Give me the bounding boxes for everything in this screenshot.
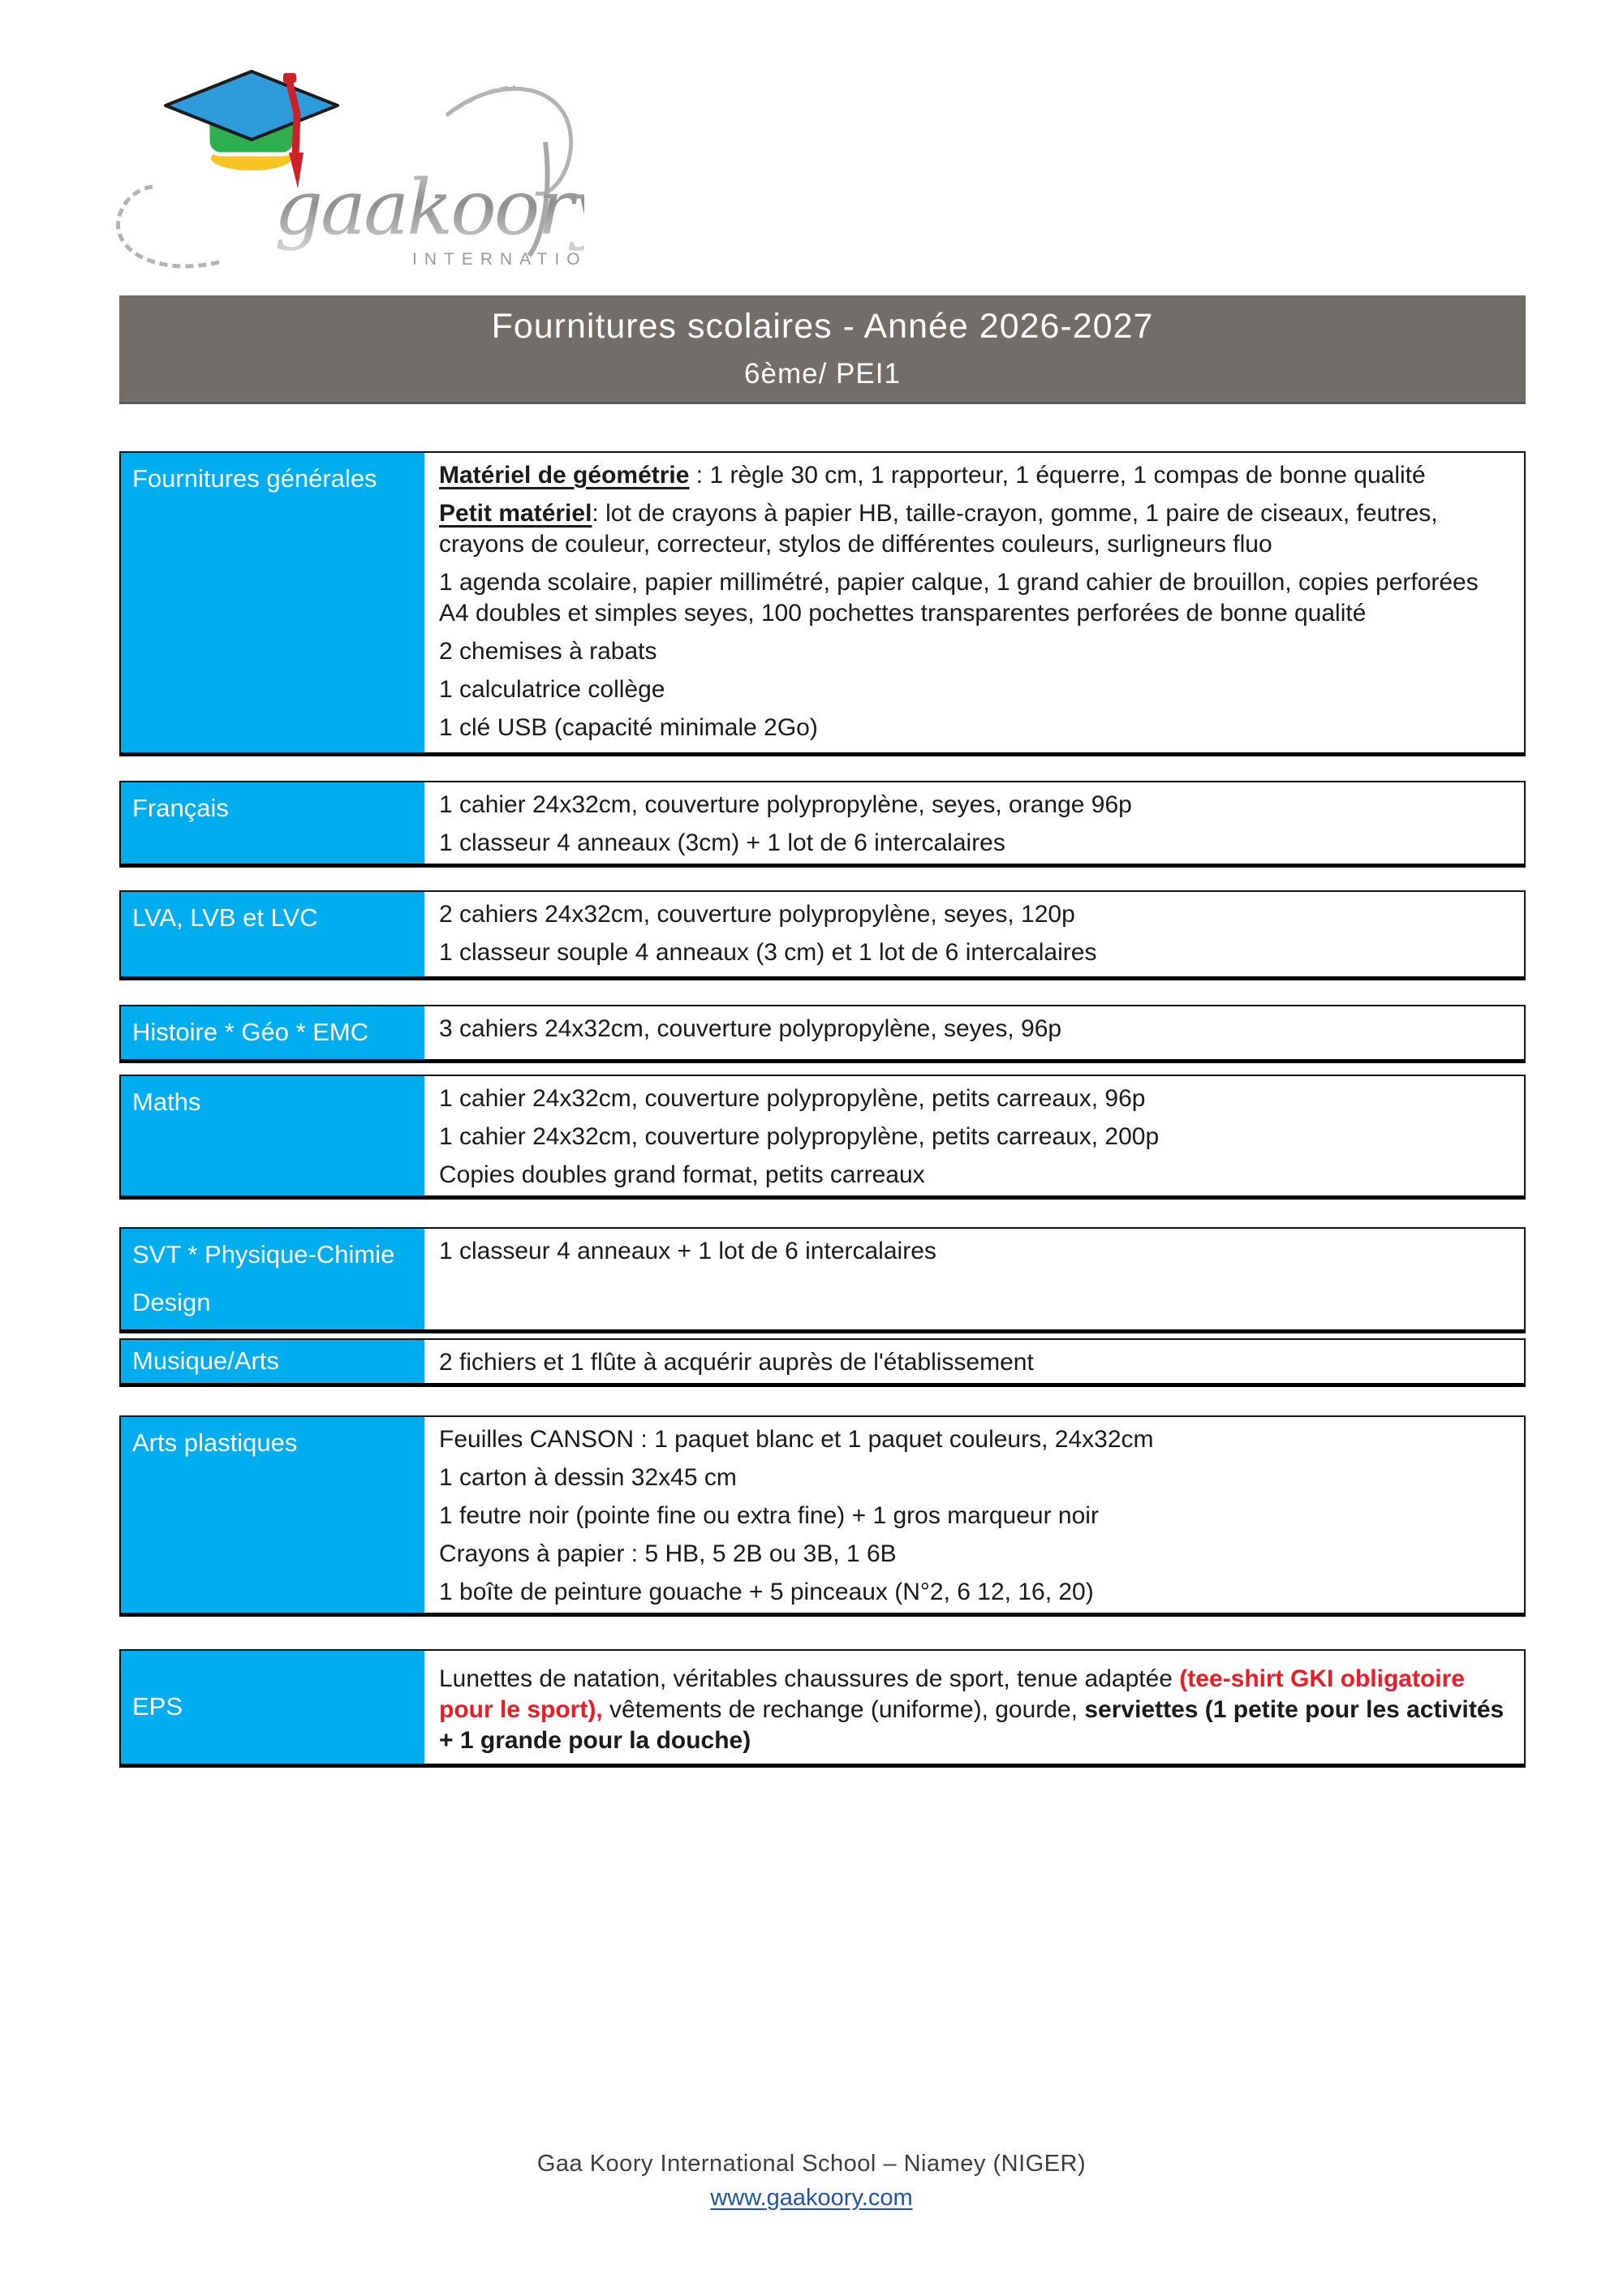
logo-tagline-text: INTERNATIONAL <box>412 250 584 269</box>
category-cell: Histoire * Géo * EMC <box>121 1006 424 1059</box>
content-cell: 1 cahier 24x32cm, couverture polypropylè… <box>424 782 1524 864</box>
category-cell: Fournitures générales <box>121 453 424 752</box>
supply-item: 2 cahiers 24x32cm, couverture polypropyl… <box>439 901 1075 928</box>
eps-text-normal: Lunettes de natation, véritables chaussu… <box>439 1665 1180 1692</box>
supply-item: 2 chemises à rabats <box>439 638 657 665</box>
supply-item: Matériel de géométrie : 1 règle 30 cm, 1… <box>439 460 1509 491</box>
content-cell: Feuilles CANSON : 1 paquet blanc et 1 pa… <box>424 1417 1524 1613</box>
category-label: Fournitures générales <box>132 464 377 493</box>
graduation-cap-icon <box>164 70 339 188</box>
section-maths: Maths 1 cahier 24x32cm, couverture polyp… <box>119 1075 1526 1200</box>
logo-graphic: gaakoory INTERNATIONAL <box>116 70 635 269</box>
supply-item: 1 cahier 24x32cm, couverture polypropylè… <box>439 1085 1146 1112</box>
supply-item: 1 clé USB (capacité minimale 2Go) <box>439 714 818 741</box>
eps-text-normal: vêtements de rechange (uniforme), gourde… <box>602 1696 1085 1723</box>
website-link[interactable]: www.gaakoory.com <box>710 2185 913 2211</box>
category-label: Maths <box>132 1088 201 1116</box>
supply-item: Crayons à papier : 5 HB, 5 2B ou 3B, 1 6… <box>439 1540 897 1567</box>
category-cell: EPS <box>121 1651 424 1764</box>
category-label: LVA, LVB et LVC <box>132 903 318 932</box>
category-cell: Musique/Arts <box>121 1340 424 1383</box>
supply-item: Lunettes de natation, véritables chaussu… <box>439 1664 1509 1756</box>
supply-item: 1 classeur 4 anneaux + 1 lot de 6 interc… <box>439 1238 936 1264</box>
section-histoire-geo-emc: Histoire * Géo * EMC 3 cahiers 24x32cm, … <box>119 1005 1526 1063</box>
page-title: Fournitures scolaires - Année 2026-2027 <box>491 307 1154 346</box>
category-label: Arts plastiques <box>132 1428 298 1457</box>
category-label: Histoire * Géo * EMC <box>132 1018 369 1046</box>
eps-text-bold: serviettes (1 petite pour les activités … <box>439 1696 1505 1754</box>
supply-item: 1 boîte de peinture gouache + 5 pinceaux… <box>439 1579 1094 1605</box>
item-text: 1 règle 30 cm, 1 rapporteur, 1 équerre, … <box>709 462 1426 489</box>
eps-text-alert: (tee-shirt GKI obligatoire pour le sport… <box>439 1665 1465 1723</box>
document-title-banner: Fournitures scolaires - Année 2026-2027 … <box>119 295 1526 404</box>
supply-item: 1 cahier 24x32cm, couverture polypropylè… <box>439 1123 1160 1150</box>
content-cell: 1 cahier 24x32cm, couverture polypropylè… <box>424 1076 1524 1195</box>
content-cell: 2 fichiers et 1 flûte à acquérir auprès … <box>424 1340 1524 1383</box>
footer-school-name: Gaa Koory International School – Niamey … <box>536 2151 1087 2177</box>
section-musique-arts: Musique/Arts 2 fichiers et 1 flûte à acq… <box>119 1338 1526 1387</box>
category-label: SVT * Physique-Chimie <box>132 1240 395 1269</box>
category-label: Français <box>132 794 229 822</box>
supply-item: Petit matériel: lot de crayons à papier … <box>439 498 1509 560</box>
category-cell: Français <box>121 782 424 864</box>
category-label-line2: Design <box>132 1287 211 1316</box>
supply-item: 1 classeur 4 anneaux (3cm) + 1 lot de 6 … <box>439 829 1005 856</box>
school-logo: gaakoory INTERNATIONAL <box>97 65 635 284</box>
content-cell: 3 cahiers 24x32cm, couverture polypropyl… <box>424 1006 1524 1059</box>
logo-swoosh <box>116 85 574 269</box>
supply-item: 3 cahiers 24x32cm, couverture polypropyl… <box>439 1015 1062 1042</box>
supply-item: 1 classeur souple 4 anneaux (3 cm) et 1 … <box>439 939 1097 966</box>
page-subtitle: 6ème/ PEI1 <box>744 358 901 390</box>
section-arts-plastiques: Arts plastiques Feuilles CANSON : 1 paqu… <box>119 1415 1526 1617</box>
content-cell: 1 classeur 4 anneaux + 1 lot de 6 interc… <box>424 1229 1524 1329</box>
supply-item: 1 calculatrice collège <box>439 676 665 703</box>
category-cell: LVA, LVB et LVC <box>121 892 424 976</box>
section-francais: Français 1 cahier 24x32cm, couverture po… <box>119 781 1526 868</box>
item-separator: : <box>689 462 710 489</box>
item-lead: Matériel de géométrie <box>439 462 690 489</box>
category-cell: Maths <box>121 1076 424 1195</box>
supply-item: Feuilles CANSON : 1 paquet blanc et 1 pa… <box>439 1426 1154 1453</box>
logo-brand-text: gaakoory <box>274 164 584 252</box>
section-eps: EPS Lunettes de natation, véritables cha… <box>119 1649 1526 1768</box>
content-cell: Matériel de géométrie : 1 règle 30 cm, 1… <box>424 453 1524 752</box>
category-label: Musique/Arts <box>132 1346 279 1376</box>
supply-item: Copies doubles grand format, petits carr… <box>439 1161 925 1188</box>
content-cell: Lunettes de natation, véritables chaussu… <box>424 1651 1524 1764</box>
section-fournitures-generales: Fournitures générales Matériel de géomét… <box>119 451 1526 756</box>
content-cell: 2 cahiers 24x32cm, couverture polypropyl… <box>424 892 1524 976</box>
item-separator: : <box>592 500 606 527</box>
item-text: lot de crayons à papier HB, taille-crayo… <box>439 500 1438 558</box>
item-lead: Petit matériel <box>439 500 592 527</box>
category-label: EPS <box>132 1692 183 1721</box>
page-footer: Gaa Koory International School – Niamey … <box>0 2151 1623 2212</box>
section-lva-lvb-lvc: LVA, LVB et LVC 2 cahiers 24x32cm, couve… <box>119 890 1526 980</box>
supply-item: 1 carton à dessin 32x45 cm <box>439 1464 737 1491</box>
category-cell: Arts plastiques <box>121 1417 424 1613</box>
supply-item: 1 feutre noir (pointe fine ou extra fine… <box>439 1502 1099 1529</box>
supply-item: 1 agenda scolaire, papier millimétré, pa… <box>439 569 1479 627</box>
supply-item: 2 fichiers et 1 flûte à acquérir auprès … <box>439 1349 1034 1376</box>
section-svt-physique-chimie-design: SVT * Physique-Chimie Design 1 classeur … <box>119 1227 1526 1333</box>
supply-item: 1 cahier 24x32cm, couverture polypropylè… <box>439 791 1132 818</box>
category-cell: SVT * Physique-Chimie Design <box>121 1229 424 1329</box>
